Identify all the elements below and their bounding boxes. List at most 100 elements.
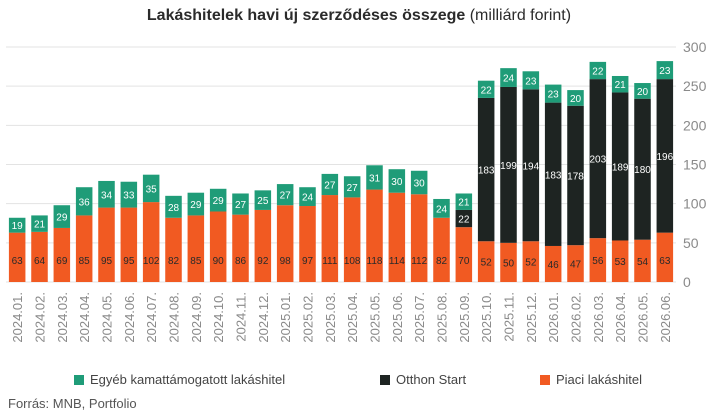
x-tick-label: 2024.01. — [10, 292, 25, 343]
bar-piaci — [321, 195, 339, 282]
data-label-otthon-start: 180 — [634, 165, 651, 176]
data-label-egyeb: 36 — [79, 197, 91, 208]
legend-swatch-otthon-start — [380, 374, 390, 385]
data-label-egyeb: 31 — [369, 173, 381, 184]
data-label-egyeb: 23 — [525, 76, 537, 87]
bar-piaci — [388, 192, 406, 282]
x-tick-label: 2024.08. — [167, 292, 182, 343]
y-tick-label: 100 — [683, 196, 707, 212]
data-label-egyeb: 35 — [146, 184, 158, 195]
bar-piaci — [656, 232, 674, 282]
bar-otthon-start — [656, 79, 674, 233]
bar-piaci — [433, 217, 450, 282]
bar-piaci — [477, 241, 495, 282]
x-tick-label: 2026.04. — [613, 292, 628, 343]
x-tick-label: 2025.10. — [479, 292, 494, 343]
x-tick-label: 2024.12. — [256, 292, 271, 343]
data-label-piaci: 82 — [436, 256, 448, 267]
bar-piaci — [142, 202, 160, 282]
bar-piaci — [567, 245, 584, 282]
bar-egyeb — [299, 187, 316, 207]
data-label-piaci: 64 — [34, 256, 46, 267]
bar-otthon-start — [500, 86, 517, 243]
data-label-egyeb: 25 — [257, 196, 269, 207]
bar-egyeb — [98, 180, 115, 208]
data-label-egyeb: 23 — [659, 66, 671, 77]
bar-otthon-start — [544, 102, 562, 246]
x-tick-label: 2024.10. — [211, 292, 226, 343]
bar-piaci — [589, 238, 607, 282]
bar-egyeb — [165, 195, 182, 218]
data-label-egyeb: 30 — [391, 177, 403, 188]
data-label-piaci: 54 — [637, 257, 649, 268]
x-tick-label: 2024.02. — [33, 292, 48, 343]
y-tick-label: 150 — [683, 157, 707, 173]
bar-egyeb — [321, 173, 339, 196]
data-label-piaci: 63 — [659, 256, 671, 267]
data-label-egyeb: 22 — [481, 85, 493, 96]
bar-egyeb — [611, 75, 629, 93]
bar-egyeb — [477, 80, 495, 98]
data-label-piaci: 111 — [322, 256, 338, 267]
x-tick-label: 2025.07. — [412, 292, 427, 343]
bar-egyeb — [366, 165, 383, 190]
data-label-piaci: 118 — [367, 256, 383, 267]
x-tick-label: 2025.06. — [390, 292, 405, 343]
x-tick-label: 2026.02. — [569, 292, 584, 343]
bar-egyeb — [187, 192, 205, 216]
data-label-otthon-start: 199 — [500, 161, 517, 172]
bar-egyeb — [500, 68, 517, 87]
data-label-egyeb: 20 — [637, 87, 649, 98]
data-label-piaci: 95 — [123, 256, 135, 267]
x-tick-label: 2025.12. — [524, 292, 539, 343]
bar-egyeb — [589, 61, 607, 80]
data-label-piaci: 90 — [213, 256, 225, 267]
data-label-otthon-start: 203 — [589, 155, 606, 166]
y-tick-label: 200 — [683, 117, 707, 133]
x-tick-label: 2024.04. — [77, 292, 92, 343]
x-tick-label: 2025.05. — [368, 292, 383, 343]
data-label-piaci: 108 — [344, 256, 361, 267]
data-label-piaci: 56 — [592, 256, 604, 267]
bar-egyeb — [120, 181, 138, 208]
bar-egyeb — [232, 193, 249, 215]
data-label-otthon-start: 189 — [612, 162, 629, 173]
data-label-piaci: 92 — [257, 256, 269, 267]
bar-egyeb — [634, 83, 651, 99]
x-tick-label: 2025.02. — [301, 292, 316, 343]
data-label-piaci: 114 — [389, 256, 405, 267]
data-label-egyeb: 24 — [302, 193, 314, 204]
data-label-otthon-start: 183 — [478, 166, 495, 177]
data-label-egyeb: 21 — [458, 198, 470, 209]
bar-otthon-start — [455, 209, 473, 228]
data-label-piaci: 52 — [481, 258, 493, 269]
data-label-piaci: 53 — [615, 257, 627, 268]
y-tick-label: 250 — [683, 78, 707, 94]
data-label-piaci: 85 — [79, 256, 91, 267]
legend-swatch-egyeb — [74, 374, 84, 385]
data-label-otthon-start: 194 — [522, 161, 539, 172]
bar-otthon-start — [567, 105, 584, 246]
x-tick-label: 2025.08. — [435, 292, 450, 343]
legend-item-egyeb: Egyéb kamattámogatott lakáshitel — [74, 372, 285, 387]
bar-piaci — [500, 242, 517, 282]
data-label-egyeb: 21 — [615, 80, 627, 91]
bar-piaci — [232, 214, 249, 282]
bar-egyeb — [254, 190, 272, 210]
x-tick-label: 2025.11. — [502, 292, 517, 342]
data-label-egyeb: 21 — [34, 220, 46, 231]
x-tick-label: 2026.06. — [658, 292, 673, 343]
x-tick-label: 2024.05. — [100, 292, 115, 343]
chart-title: Lakáshitelek havi új szerződéses összege… — [0, 7, 718, 25]
data-label-piaci: 63 — [12, 256, 24, 267]
bar-egyeb — [8, 217, 26, 233]
bar-piaci — [544, 245, 562, 282]
data-label-piaci: 86 — [235, 256, 247, 267]
legend-label-otthon-start: Otthon Start — [396, 372, 467, 387]
x-tick-label: 2025.09. — [457, 292, 472, 343]
chart-title-unit: (milliárd forint) — [465, 7, 572, 24]
bar-egyeb — [209, 188, 227, 212]
legend-item-otthon-start: Otthon Start — [380, 372, 466, 387]
x-tick-label: 2024.07. — [144, 292, 159, 343]
data-label-egyeb: 27 — [347, 183, 359, 194]
